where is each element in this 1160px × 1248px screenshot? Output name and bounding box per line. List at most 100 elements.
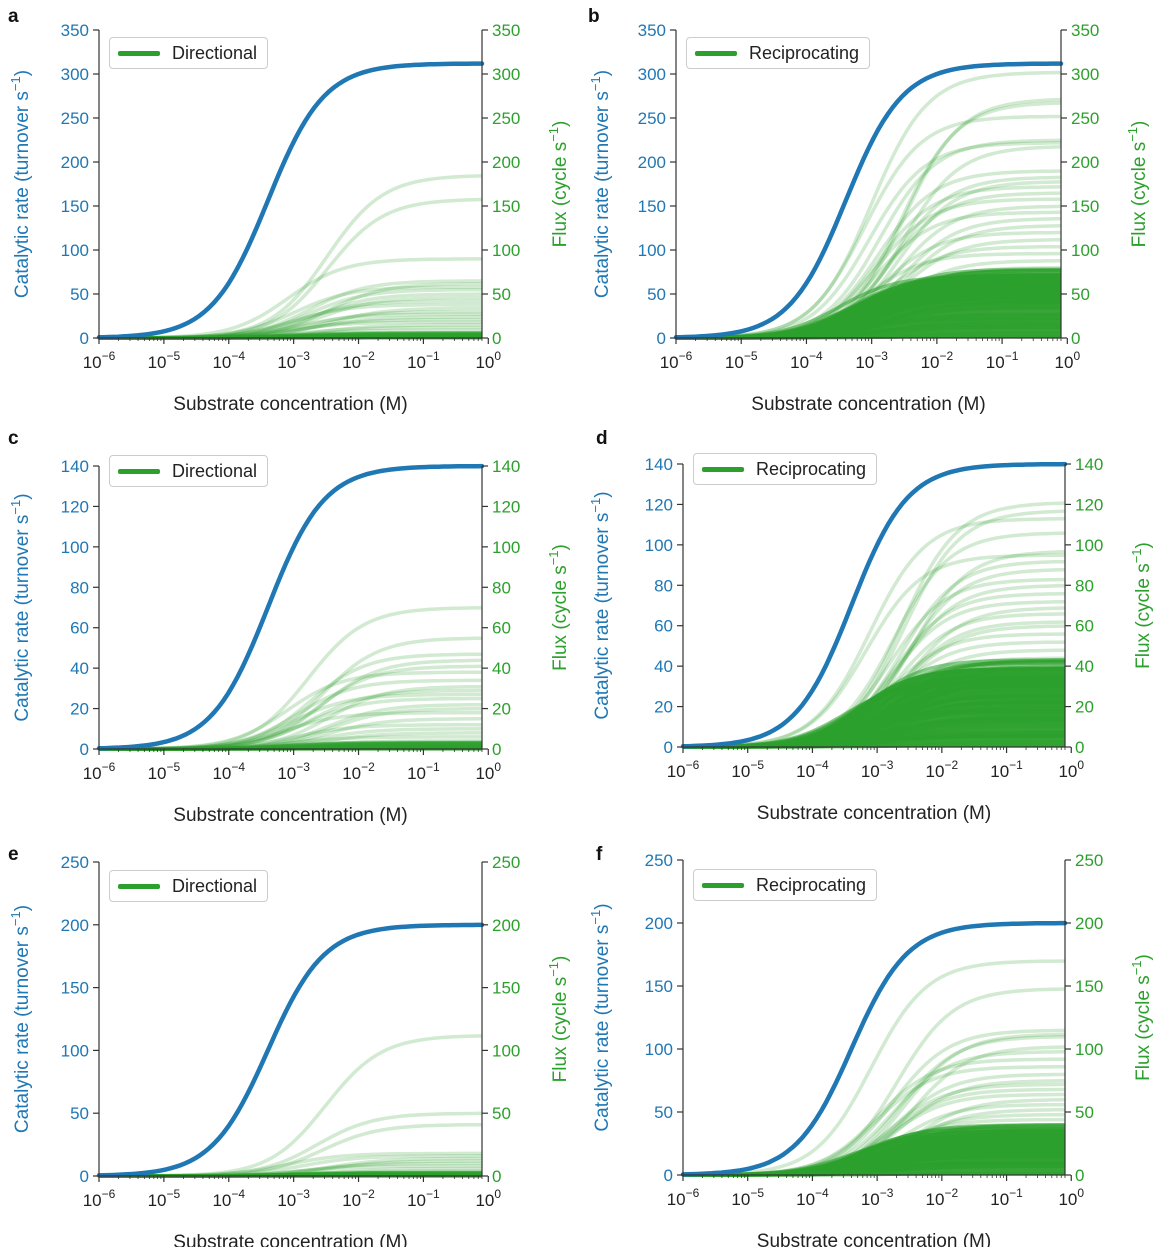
x-tick-label: 100: [475, 349, 501, 372]
x-tick-label: 10−2: [342, 349, 375, 372]
left-tick-label: 150: [61, 197, 89, 216]
left-tick-label: 0: [80, 329, 89, 348]
x-tick-label: 10−5: [148, 760, 181, 783]
x-axis-title: Substrate concentration (M): [173, 1232, 407, 1247]
left-tick-label: 0: [80, 1167, 89, 1186]
x-tick-label: 10−5: [731, 758, 764, 781]
right-tick-label: 50: [1071, 285, 1090, 304]
x-tick-label: 10−1: [407, 349, 440, 372]
right-tick-label: 0: [492, 329, 501, 348]
left-tick-label: 200: [645, 914, 673, 933]
x-tick-label: 10−4: [790, 349, 823, 372]
x-tick-label: 10−6: [83, 760, 116, 783]
right-axis-title: Flux (cycle s−1): [1125, 121, 1150, 248]
left-tick-label: 150: [61, 979, 89, 998]
right-axis-title: Flux (cycle s−1): [546, 121, 571, 248]
x-tick-label: 10−1: [986, 349, 1019, 372]
x-tick-label: 10−6: [660, 349, 693, 372]
right-axis-title: Flux (cycle s−1): [1129, 542, 1154, 669]
x-tick-label: 10−3: [861, 758, 894, 781]
flux-curves: [683, 961, 1065, 1175]
x-tick-label: 10−3: [277, 760, 310, 783]
right-axis-title: Flux (cycle s−1): [1129, 954, 1154, 1081]
right-tick-label: 200: [1075, 914, 1103, 933]
right-tick-label: 20: [1075, 698, 1094, 717]
legend-swatch: [702, 883, 744, 888]
flux-curves: [99, 1036, 482, 1176]
right-axis-title: Flux (cycle s−1): [546, 956, 571, 1083]
right-tick-label: 100: [1071, 241, 1099, 260]
flux-curves: [676, 73, 1061, 338]
legend: Reciprocating: [693, 869, 877, 901]
left-tick-label: 0: [664, 738, 673, 757]
x-axis-title: Substrate concentration (M): [173, 394, 407, 415]
right-tick-label: 200: [492, 916, 520, 935]
left-tick-label: 250: [645, 851, 673, 870]
right-tick-label: 0: [1075, 1166, 1084, 1185]
left-tick-label: 20: [70, 700, 89, 719]
left-tick-label: 120: [645, 495, 673, 514]
right-tick-label: 0: [1071, 329, 1080, 348]
left-tick-label: 0: [657, 329, 666, 348]
left-tick-label: 350: [61, 21, 89, 40]
legend: Directional: [109, 870, 268, 902]
right-tick-label: 140: [1075, 455, 1103, 474]
x-tick-label: 10−5: [731, 1186, 764, 1209]
x-tick-label: 10−3: [861, 1186, 894, 1209]
legend-label: Directional: [172, 876, 257, 897]
left-tick-label: 350: [638, 21, 666, 40]
x-tick-label: 100: [1055, 349, 1081, 372]
right-tick-label: 150: [492, 197, 520, 216]
x-tick-label: 10−1: [990, 758, 1023, 781]
left-tick-label: 200: [61, 916, 89, 935]
x-tick-label: 10−5: [148, 1187, 181, 1210]
x-tick-label: 10−4: [212, 760, 245, 783]
x-tick-label: 10−1: [407, 1187, 440, 1210]
left-tick-label: 100: [61, 538, 89, 557]
x-axis-title: Substrate concentration (M): [173, 805, 407, 826]
left-tick-label: 250: [61, 109, 89, 128]
x-tick-label: 10−6: [667, 758, 700, 781]
legend-swatch: [695, 51, 737, 56]
x-tick-label: 10−3: [277, 349, 310, 372]
right-tick-label: 50: [1075, 1103, 1094, 1122]
left-tick-label: 150: [645, 977, 673, 996]
left-tick-label: 20: [654, 698, 673, 717]
right-tick-label: 250: [1075, 851, 1103, 870]
x-tick-label: 10−5: [148, 349, 181, 372]
left-axis-title: Catalytic rate (turnover s−1): [8, 905, 33, 1133]
right-tick-label: 350: [492, 21, 520, 40]
legend-swatch: [118, 51, 160, 56]
left-tick-label: 40: [654, 657, 673, 676]
right-tick-label: 250: [492, 853, 520, 872]
legend-swatch: [118, 469, 160, 474]
right-tick-label: 250: [492, 109, 520, 128]
right-tick-label: 40: [492, 659, 511, 678]
legend: Directional: [109, 37, 268, 69]
right-tick-label: 200: [1071, 153, 1099, 172]
x-tick-label: 10−5: [725, 349, 758, 372]
left-tick-label: 50: [654, 1103, 673, 1122]
flux-curves: [99, 608, 482, 749]
left-tick-label: 150: [638, 197, 666, 216]
x-tick-label: 10−6: [83, 349, 116, 372]
x-tick-label: 10−1: [990, 1186, 1023, 1209]
right-tick-label: 140: [492, 457, 520, 476]
left-tick-label: 0: [80, 740, 89, 759]
left-tick-label: 0: [664, 1166, 673, 1185]
x-tick-label: 100: [475, 760, 501, 783]
x-tick-label: 10−4: [212, 349, 245, 372]
rate-curve: [99, 925, 482, 1176]
right-tick-label: 150: [492, 979, 520, 998]
right-tick-label: 300: [1071, 65, 1099, 84]
left-axis-title: Catalytic rate (turnover s−1): [588, 491, 613, 719]
right-tick-label: 100: [1075, 536, 1103, 555]
x-tick-label: 10−3: [277, 1187, 310, 1210]
